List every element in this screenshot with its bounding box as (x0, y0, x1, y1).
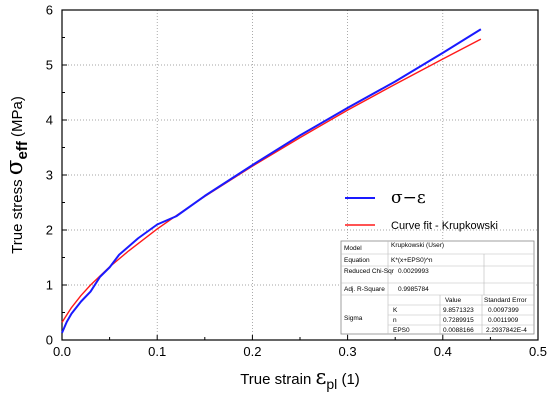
legend: σ−ε Curve fit - Krupkowski (345, 188, 498, 232)
x-tick-label: 0.2 (243, 344, 261, 359)
y-tick-label: 4 (46, 113, 53, 128)
y-axis-unit: (MPa) (9, 96, 26, 141)
y-axis-label-prefix: True stress (9, 175, 26, 254)
x-tick-label: 0.5 (529, 344, 547, 359)
fit-table-frame (340, 240, 535, 335)
series-measured-line (61, 28, 482, 334)
fit-cell-model-label: Model (344, 245, 362, 252)
y-axis-subscript: eff (14, 140, 31, 159)
fit-param-eps0-name: EPS0 (393, 327, 410, 334)
x-ticks: 0.0 0.1 0.2 0.3 0.4 0.5 (53, 335, 547, 359)
y-axis-label: True stress σeff (MPa) (2, 96, 31, 254)
fit-param-k-error: 0.0097399 (488, 307, 519, 314)
fit-param-eps0-value: 0.0088166 (443, 327, 474, 334)
y-tick-label: 6 (46, 3, 53, 18)
fit-table-grid (341, 241, 534, 334)
y-tick-label: 0 (46, 333, 53, 348)
legend-label-fit: Curve fit - Krupkowski (391, 220, 498, 232)
y-tick-label: 2 (46, 223, 53, 238)
x-axis-symbol: ε (316, 365, 327, 389)
fit-group-sigma: Sigma (344, 315, 363, 322)
y-tick-label: 3 (46, 168, 53, 183)
fit-cell-model-value: Krupkowski (User) (391, 242, 444, 249)
fit-header-error: Standard Error (484, 297, 527, 304)
x-axis-subscript: pl (326, 376, 337, 392)
fit-param-eps0-error: 2.2937842E-4 (486, 327, 527, 334)
fit-table: Model Krupkowski (User) Equation K*(x+EP… (340, 240, 535, 335)
fit-cell-chisqr-value: 0.0029993 (398, 268, 429, 275)
y-axis-symbol: σ (2, 159, 28, 175)
y-tick-label: 5 (46, 58, 53, 73)
x-tick-label: 0.1 (148, 344, 166, 359)
fit-cell-r2-label: Adj. R-Square (344, 286, 385, 293)
x-tick-label: 0.3 (339, 344, 357, 359)
x-axis-label: True strain εpl (1) (240, 365, 360, 392)
fit-cell-equation-label: Equation (344, 257, 370, 264)
fit-cell-equation-value: K*(x+EPS0)^n (391, 257, 433, 264)
fit-param-n-name: n (393, 317, 397, 324)
fit-param-n-value: 0.7289915 (443, 317, 474, 324)
y-ticks: 0 1 2 3 4 5 6 (46, 3, 67, 348)
x-tick-label: 0.4 (434, 344, 452, 359)
series (61, 28, 482, 334)
fit-param-n-error: 0.0011909 (488, 317, 519, 324)
legend-label-measured: σ−ε (391, 188, 426, 208)
fit-cell-chisqr-label: Reduced Chi-Sqr (344, 268, 395, 275)
fit-cell-r2-value: 0.9985784 (398, 286, 429, 293)
fit-param-k-name: K (393, 307, 398, 314)
x-axis-label-prefix: True strain (240, 371, 315, 388)
fit-param-k-value: 9.8571323 (443, 307, 474, 314)
x-tick-label: 0.0 (53, 344, 71, 359)
y-tick-label: 1 (46, 278, 53, 293)
fit-header-value: Value (445, 297, 462, 304)
x-axis-unit: (1) (337, 371, 360, 388)
